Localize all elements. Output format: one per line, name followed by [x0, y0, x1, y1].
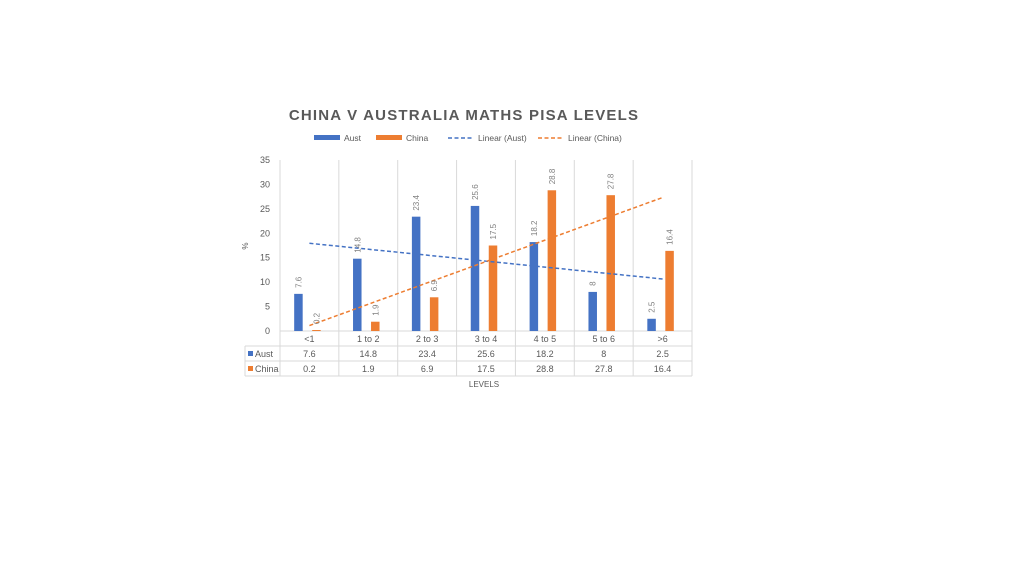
table-cell: 25.6 — [477, 349, 495, 359]
legend-swatch — [314, 135, 340, 140]
y-tick-label: 5 — [265, 302, 270, 312]
data-label: 28.8 — [548, 168, 557, 184]
table-legend-key — [248, 351, 253, 356]
y-tick-label: 10 — [260, 277, 270, 287]
x-tick-label: 3 to 4 — [475, 334, 498, 344]
x-axis-label: LEVELS — [469, 380, 499, 389]
table-cell: 17.5 — [477, 364, 495, 374]
x-tick-label: 5 to 6 — [592, 334, 615, 344]
y-tick-label: 15 — [260, 253, 270, 263]
trendlines — [309, 196, 663, 327]
data-label: 14.8 — [353, 237, 362, 253]
data-label: 1.9 — [371, 304, 380, 316]
table-row-header: Aust — [255, 349, 274, 359]
legend-entry: Linear (China) — [568, 133, 622, 143]
bars — [294, 190, 674, 331]
bar-aust — [411, 216, 421, 331]
data-label: 7.6 — [294, 276, 303, 288]
table-cell: 23.4 — [418, 349, 436, 359]
table-cell: 27.8 — [595, 364, 613, 374]
bar-china — [488, 245, 498, 331]
table-row-header: China — [255, 364, 279, 374]
data-labels: 7.6 14.8 23.4 25.6 18.2 8 2.5 0.2 1.9 6.9 17.5 28.8… — [294, 168, 674, 324]
legend: Aust China Linear (Aust) Linear (China) — [314, 133, 622, 143]
data-label: 23.4 — [412, 195, 421, 211]
bar-aust — [294, 293, 303, 331]
table-cell: 7.6 — [303, 349, 316, 359]
bar-china — [547, 190, 557, 331]
trendline-china — [309, 196, 663, 327]
grid — [279, 160, 693, 332]
y-tick-label: 20 — [260, 228, 270, 238]
bar-china — [606, 195, 615, 331]
bar-china — [665, 250, 674, 331]
legend-swatch — [376, 135, 402, 140]
bar-aust — [529, 242, 539, 331]
table-cell: 6.9 — [421, 364, 434, 374]
y-tick-label: 30 — [260, 179, 270, 189]
bar-aust — [647, 318, 656, 331]
bar-china — [312, 330, 321, 331]
data-table: <1 1 to 2 2 to 3 3 to 4 4 to 5 5 to 6 >6 Aust 7.… — [244, 331, 693, 377]
y-axis: 0 5 10 15 20 25 30 35 — [260, 155, 270, 336]
bar-aust — [588, 291, 597, 331]
data-label: 18.2 — [530, 220, 539, 236]
table-cell: 1.9 — [362, 364, 375, 374]
legend-entry: Aust — [344, 133, 362, 143]
table-cell: 16.4 — [654, 364, 672, 374]
y-tick-label: 35 — [260, 155, 270, 165]
data-label: 0.2 — [312, 312, 321, 324]
x-tick-label: >6 — [657, 334, 667, 344]
data-label: 2.5 — [648, 301, 657, 313]
y-tick-label: 0 — [265, 326, 270, 336]
trendline-aust — [309, 242, 663, 280]
legend-entry: Linear (Aust) — [478, 133, 527, 143]
x-tick-label: 1 to 2 — [357, 334, 380, 344]
table-cell: 14.8 — [360, 349, 378, 359]
data-label: 25.6 — [471, 184, 480, 200]
data-label: 8 — [589, 281, 598, 286]
table-cell: 28.8 — [536, 364, 554, 374]
x-tick-label: 4 to 5 — [534, 334, 557, 344]
data-label: 6.9 — [430, 280, 439, 292]
data-label: 17.5 — [489, 223, 498, 239]
data-label: 16.4 — [666, 229, 675, 245]
bar-aust — [470, 205, 480, 331]
table-cell: 18.2 — [536, 349, 554, 359]
y-axis-label: % — [241, 242, 250, 249]
table-cell: 8 — [601, 349, 606, 359]
chart-title: CHINA V AUSTRALIA MATHS PISA LEVELS — [289, 107, 639, 124]
x-tick-label: <1 — [304, 334, 314, 344]
table-cell: 2.5 — [656, 349, 669, 359]
y-tick-label: 25 — [260, 204, 270, 214]
x-tick-label: 2 to 3 — [416, 334, 439, 344]
bar-china — [371, 321, 380, 331]
legend-entry: China — [406, 133, 428, 143]
bar-china — [429, 297, 439, 331]
table-cell: 0.2 — [303, 364, 316, 374]
data-label: 27.8 — [607, 173, 616, 189]
table-legend-key — [248, 366, 253, 371]
bar-aust — [353, 258, 362, 331]
